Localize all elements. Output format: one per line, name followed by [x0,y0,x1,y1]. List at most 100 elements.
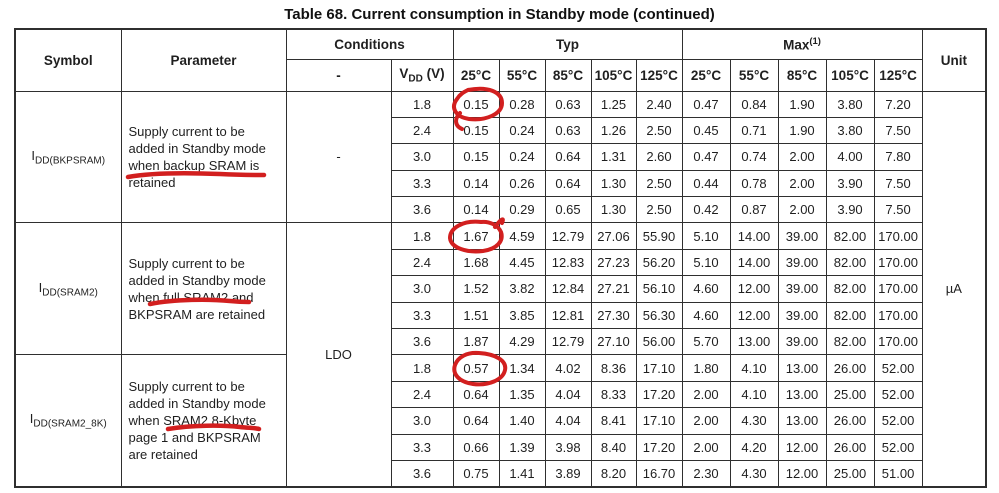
max-cell: 52.00 [873,433,923,461]
symbol-sub: DD(SRAM2) [42,287,98,299]
typ-cell: 27.21 [590,275,637,303]
vdd-cell: 3.6 [390,196,454,224]
header-max-85c: 85°C [777,58,827,92]
table-row: I DD(BKPSRAM) Supply current to be added … [14,90,987,488]
max-cell: 13.00 [729,328,779,356]
vdd-cell: 2.4 [390,248,454,277]
typ-cell: 0.15 [452,116,500,145]
header-max-footnote-ref: (1) [809,36,821,47]
max-cell: 7.80 [873,143,923,171]
parameter-cell: Supply current to be added in Standby mo… [120,222,287,356]
typ-cell: 0.14 [452,169,500,198]
table-row: 2.4 0.64 1.35 4.04 8.33 17.20 2.00 4.10 … [15,380,986,409]
table-row: 3.6 0.75 1.41 3.89 8.20 16.70 2.30 4.30 … [15,459,986,488]
typ-cell: 3.82 [498,275,546,303]
typ-cell: 0.66 [452,433,500,461]
unit-cell: µA [921,90,987,488]
header-conditions: Conditions [285,28,454,60]
typ-cell: 27.10 [590,328,637,356]
max-cell: 13.00 [777,354,827,382]
typ-cell: 1.26 [590,116,637,145]
typ-cell: 2.50 [635,169,683,198]
vdd-cell: 3.0 [390,275,454,303]
max-cell: 2.00 [681,433,731,461]
vdd-cell: 2.4 [390,116,454,145]
typ-cell: 8.20 [590,459,637,488]
symbol-cell: IDD(SRAM2_8K) [14,354,122,488]
typ-cell: 4.02 [544,354,592,382]
typ-cell: 12.81 [544,301,592,330]
header-typ-55c: 55°C [498,58,546,92]
max-cell: 7.20 [873,90,923,118]
header-max-125c: 125°C [873,58,923,92]
typ-cell: 12.84 [544,275,592,303]
typ-cell: 55.90 [635,222,683,250]
header-vdd-rest: (V) [422,65,445,81]
max-cell: 52.00 [873,407,923,435]
max-cell: 1.90 [777,90,827,118]
max-cell: 52.00 [873,354,923,382]
typ-cell: 27.23 [590,248,637,277]
max-cell: 39.00 [777,328,827,356]
max-cell: 4.30 [729,407,779,435]
max-cell: 25.00 [825,459,875,488]
max-cell: 4.30 [729,459,779,488]
typ-cell: 8.41 [590,407,637,435]
max-cell: 12.00 [729,275,779,303]
typ-cell: 0.63 [544,90,592,118]
max-cell: 4.00 [825,143,875,171]
max-cell: 4.60 [681,301,731,330]
typ-cell: 1.39 [498,433,546,461]
max-cell: 2.00 [681,380,731,409]
typ-cell: 56.30 [635,301,683,330]
typ-cell: 1.25 [590,90,637,118]
typ-cell: 1.30 [590,169,637,198]
typ-cell: 0.75 [452,459,500,488]
max-cell: 170.00 [873,301,923,330]
parameter-line: are retained [128,447,198,463]
max-cell: 2.00 [777,196,827,224]
table-row: 3.0 0.64 1.40 4.04 8.41 17.10 2.00 4.30 … [15,407,986,435]
vdd-cell: 3.3 [390,301,454,330]
parameter-line: page 1 and BKPSRAM [128,430,261,446]
header-typ-25c: 25°C [452,58,500,92]
symbol-sub: DD(BKPSRAM) [35,155,106,167]
symbol-sub: DD(SRAM2_8K) [33,418,107,430]
max-cell: 3.80 [825,90,875,118]
typ-cell: 8.33 [590,380,637,409]
typ-cell: 4.45 [498,248,546,277]
parameter-line: added in Standby mode [128,140,266,156]
symbol-base: I [29,411,34,427]
vdd-cell: 1.8 [390,222,454,250]
max-cell: 3.90 [825,169,875,198]
typ-cell: 3.98 [544,433,592,461]
vdd-cell: 1.8 [390,354,454,382]
typ-cell: 0.64 [452,407,500,435]
parameter-line: Supply current to be [128,123,245,139]
typ-cell: 56.10 [635,275,683,303]
max-cell: 4.10 [729,354,779,382]
typ-cell: 12.79 [544,328,592,356]
header-unit: Unit [921,28,987,92]
table-row: 3.6 1.87 4.29 12.79 27.10 56.00 5.70 13.… [15,328,986,356]
typ-cell: 12.83 [544,248,592,277]
table-row: 3.0 1.52 3.82 12.84 27.21 56.10 4.60 12.… [15,275,986,303]
symbol-cell: IDD(SRAM2) [14,222,122,356]
max-cell: 3.90 [825,196,875,224]
typ-cell: 1.67 [452,222,500,250]
max-cell: 0.87 [729,196,779,224]
max-cell: 0.84 [729,90,779,118]
parameter-cell: Supply current to be added in Standby mo… [120,354,287,488]
vdd-cell: 2.4 [390,380,454,409]
parameter-line: retained [128,174,176,190]
parameter-line: Supply current to be [128,379,245,395]
typ-cell: 0.29 [498,196,546,224]
typ-cell: 0.26 [498,169,546,198]
typ-cell: 0.64 [544,169,592,198]
max-cell: 2.00 [777,143,827,171]
max-cell: 39.00 [777,301,827,330]
typ-cell: 2.50 [635,196,683,224]
parameter-line: added in Standby mode [128,396,266,412]
header-max: Max(1) [681,28,923,60]
